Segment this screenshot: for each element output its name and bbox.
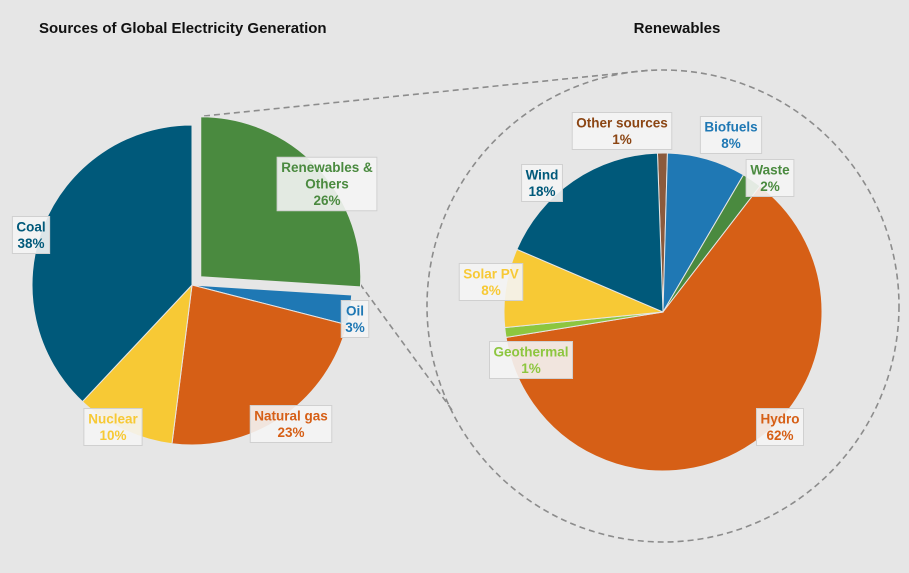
renewables-label-geothermal: Geothermal 1% [488,341,574,379]
zoom-circle [426,69,900,543]
label-name: Biofuels [704,119,757,134]
label-name: Hydro [760,411,799,426]
label-percent: 10% [99,428,126,443]
label-box [83,408,143,446]
zoom-connector-bottom [359,283,453,411]
renewables-pie-title: Renewables [634,20,721,37]
label-percent: 62% [766,428,793,443]
label-percent: 18% [528,184,555,199]
label-percent: 8% [721,136,741,151]
label-percent: 1% [521,361,541,376]
label-name: Renewables & [281,160,373,175]
label-percent: 1% [612,132,632,147]
label-box [521,164,563,202]
renewables-slice-wind [516,152,664,313]
label-box [458,263,524,301]
main-pie-title: Sources of Global Electricity Generation [39,20,327,37]
label-name: Solar PV [463,266,519,281]
label-box [11,216,51,254]
label-name: Nuclear [88,411,138,426]
renewables-label-wind: Wind 18% [521,164,563,202]
label-box [745,159,795,197]
main-label-nuclear: Nuclear 10% [83,408,143,446]
renewables-label-hydro: Hydro 62% [755,408,805,446]
label-name: Geothermal [493,344,568,359]
zoom-connector-top [203,69,653,117]
label-percent: 26% [313,193,340,208]
label-box [571,112,673,150]
label-name: Oil [346,303,364,318]
label-box [699,116,763,154]
main-label-oil: Oil 3% [340,300,370,338]
renewables-label-other-sources: Other sources 1% [571,112,673,150]
label-box [249,405,333,443]
label-percent: 8% [481,283,501,298]
label-percent: 2% [760,179,780,194]
label-name: Other sources [576,115,668,130]
renewables-slice-hydro [505,185,823,472]
label-box [488,341,574,379]
label-box [755,408,805,446]
renewables-label-biofuels: Biofuels 8% [699,116,763,154]
label-name: Waste [750,162,790,177]
label-percent: 38% [17,236,44,251]
renewables-label-solar-pv: Solar PV 8% [458,263,524,301]
main-label-natural-gas: Natural gas 23% [249,405,333,443]
label-percent: 23% [277,425,304,440]
label-box [276,156,378,212]
renewables-label-waste: Waste 2% [745,159,795,197]
label-box [340,300,370,338]
main-label-coal: Coal 38% [11,216,51,254]
label-name: Natural gas [254,408,328,423]
label-name: Coal [16,219,45,234]
label-name: Wind [526,167,559,182]
renewables-pie [503,152,823,472]
label-name: Others [305,177,349,192]
label-percent: 3% [345,320,365,335]
